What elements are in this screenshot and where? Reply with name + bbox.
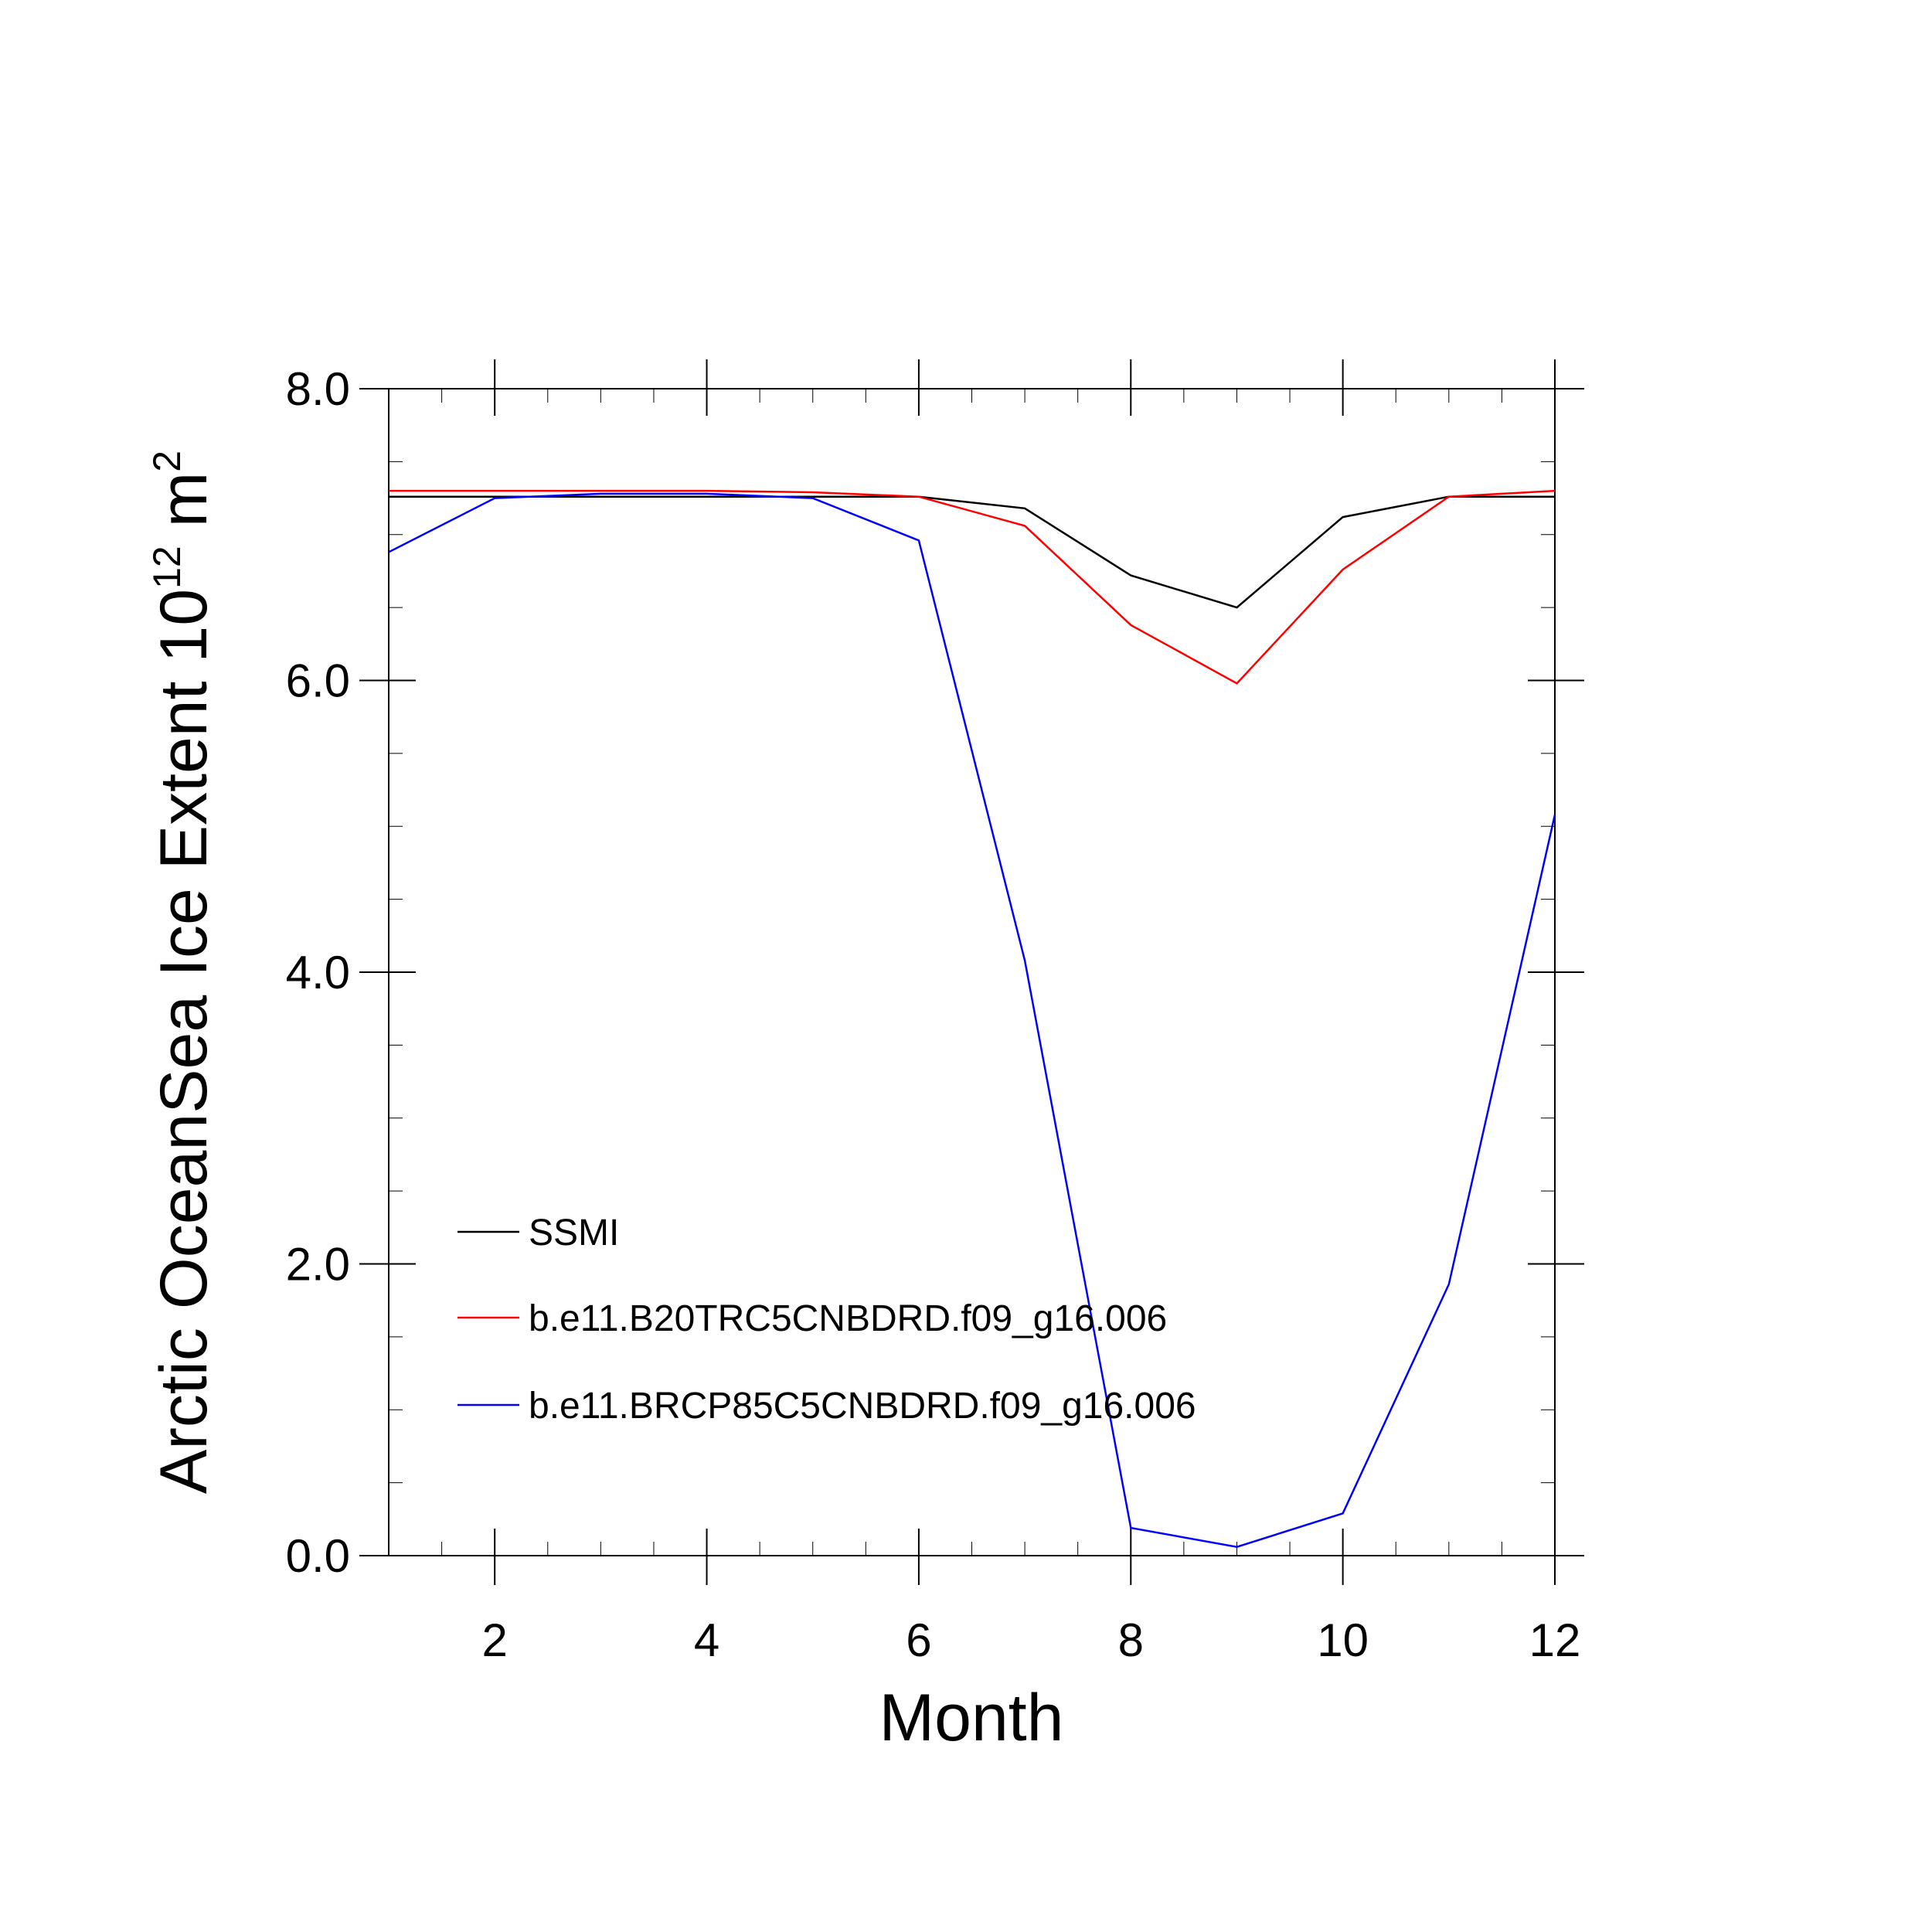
y-tick-label: 2.0: [286, 1239, 350, 1291]
plot-area: [388, 388, 1556, 1556]
x-tick-label: 4: [694, 1614, 719, 1666]
series-line-2: [389, 489, 1556, 685]
x-tick-label: 2: [481, 1614, 507, 1666]
legend-label-2: b.e11.B20TRC5CNBDRD.f09_g16.006: [529, 1298, 1167, 1339]
y-tick-label: 8.0: [286, 363, 350, 415]
legend-label-3: b.e11.BRCP85C5CNBDRD.f09_g16.006: [529, 1386, 1196, 1427]
y-axis-title-unit: m: [147, 472, 221, 546]
y-tick-label: 6.0: [286, 655, 350, 707]
minor-ticks: [388, 388, 1556, 1556]
y-axis-title-unit-exponent: 2: [145, 451, 189, 472]
x-tick-label: 10: [1317, 1614, 1369, 1666]
x-axis-title: Month: [879, 1681, 1063, 1755]
series-lines: [388, 489, 1556, 1548]
y-axis-title-exponent: 12: [145, 546, 189, 589]
major-ticks: [359, 359, 1584, 1585]
x-tick-label: 8: [1118, 1614, 1144, 1666]
x-tick-labels: 2 4 6 8 10 12: [481, 1614, 1580, 1666]
series-line-1: [389, 495, 1555, 609]
x-tick-label: 6: [906, 1614, 931, 1666]
y-tick-label: 0.0: [286, 1530, 350, 1582]
y-axis-title-main: Arctic OceanSea Ice Extent 10: [147, 589, 221, 1494]
legend-label-1: SSMI: [529, 1213, 619, 1253]
legend: SSMI b.e11.B20TRC5CNBDRD.f09_g16.006 b.e11…: [457, 1213, 1196, 1427]
y-axis-title: Arctic OceanSea Ice Extent 1012 m2: [145, 451, 221, 1494]
x-tick-label: 12: [1529, 1614, 1581, 1666]
series-line-3: [388, 492, 1556, 1548]
y-tick-labels: 0.0 2.0 4.0 6.0 8.0: [286, 363, 350, 1582]
y-tick-label: 4.0: [286, 947, 350, 998]
